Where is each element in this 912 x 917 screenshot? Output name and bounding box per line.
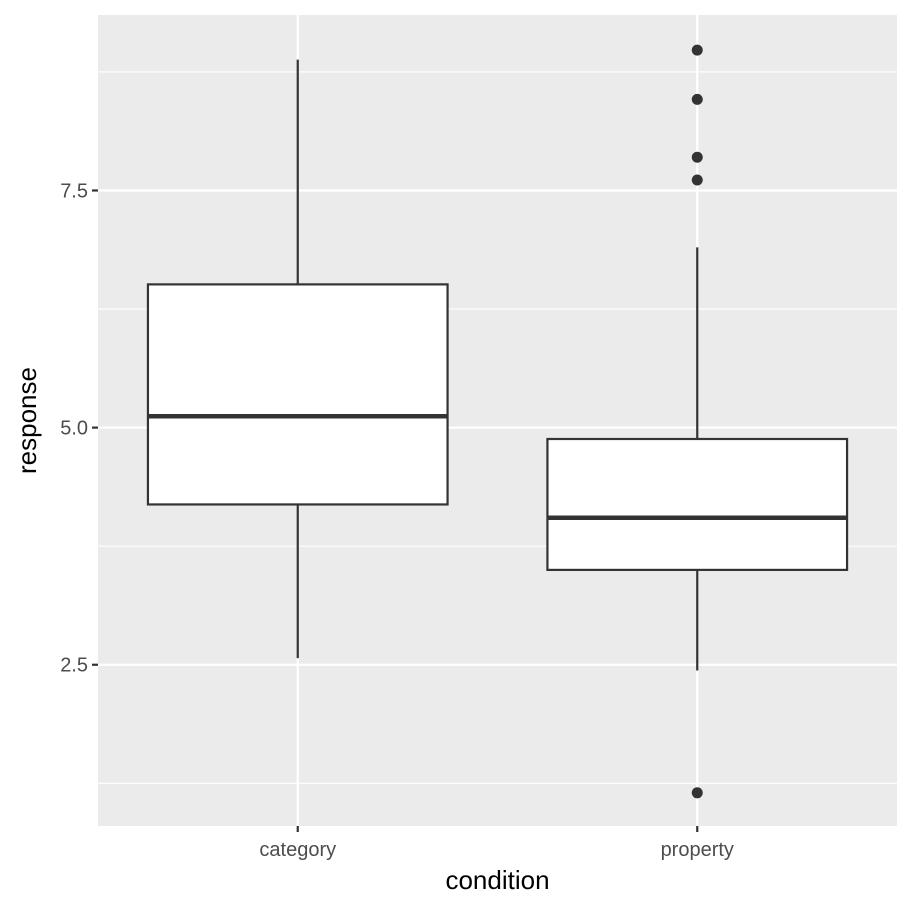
y-axis: 2.5 5.0 7.5 bbox=[60, 180, 98, 677]
x-tick-label-property: property bbox=[661, 839, 734, 861]
box-category bbox=[146, 59, 449, 659]
box-iqr bbox=[546, 437, 849, 571]
y-axis-title: response bbox=[12, 367, 42, 474]
y-tick-label: 7.5 bbox=[60, 180, 88, 202]
outlier-point bbox=[691, 151, 703, 163]
box-property bbox=[546, 44, 849, 799]
box-iqr bbox=[146, 283, 449, 506]
box-series bbox=[146, 44, 849, 799]
y-tick-label: 2.5 bbox=[60, 655, 88, 677]
x-axis-title: condition bbox=[445, 865, 549, 895]
y-tick-label: 5.0 bbox=[60, 418, 88, 440]
outlier-point bbox=[691, 93, 703, 105]
x-axis: category property bbox=[259, 826, 734, 861]
x-tick-label-category: category bbox=[259, 839, 336, 861]
outlier-point bbox=[691, 174, 703, 186]
outlier-point bbox=[691, 44, 703, 56]
outlier-point bbox=[691, 787, 703, 799]
